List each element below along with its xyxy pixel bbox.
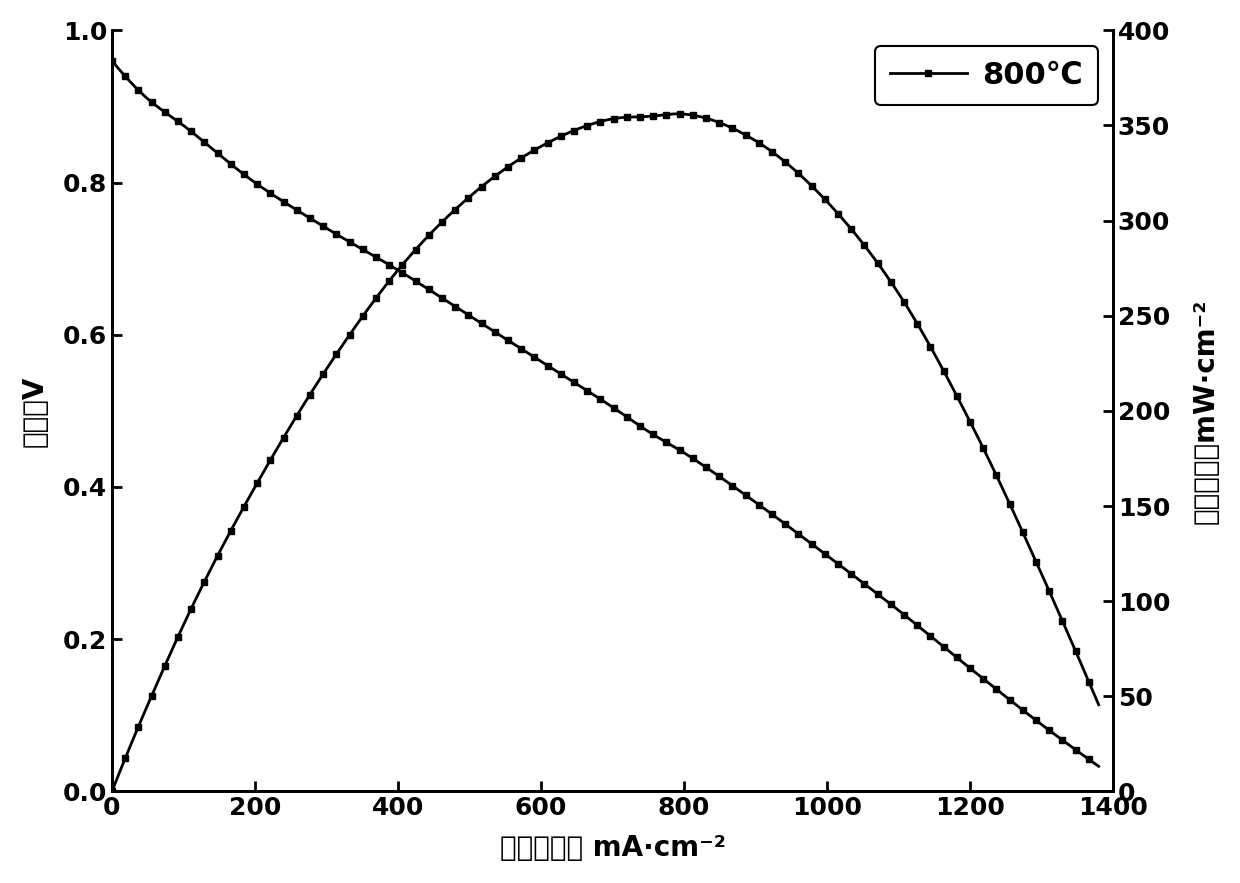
- X-axis label: 电流密度， mA·cm⁻²: 电流密度， mA·cm⁻²: [500, 834, 725, 862]
- Y-axis label: 能量密度，mW·cm⁻²: 能量密度，mW·cm⁻²: [1192, 298, 1219, 524]
- Legend: 800℃: 800℃: [875, 46, 1097, 105]
- Y-axis label: 电压，V: 电压，V: [21, 375, 48, 447]
